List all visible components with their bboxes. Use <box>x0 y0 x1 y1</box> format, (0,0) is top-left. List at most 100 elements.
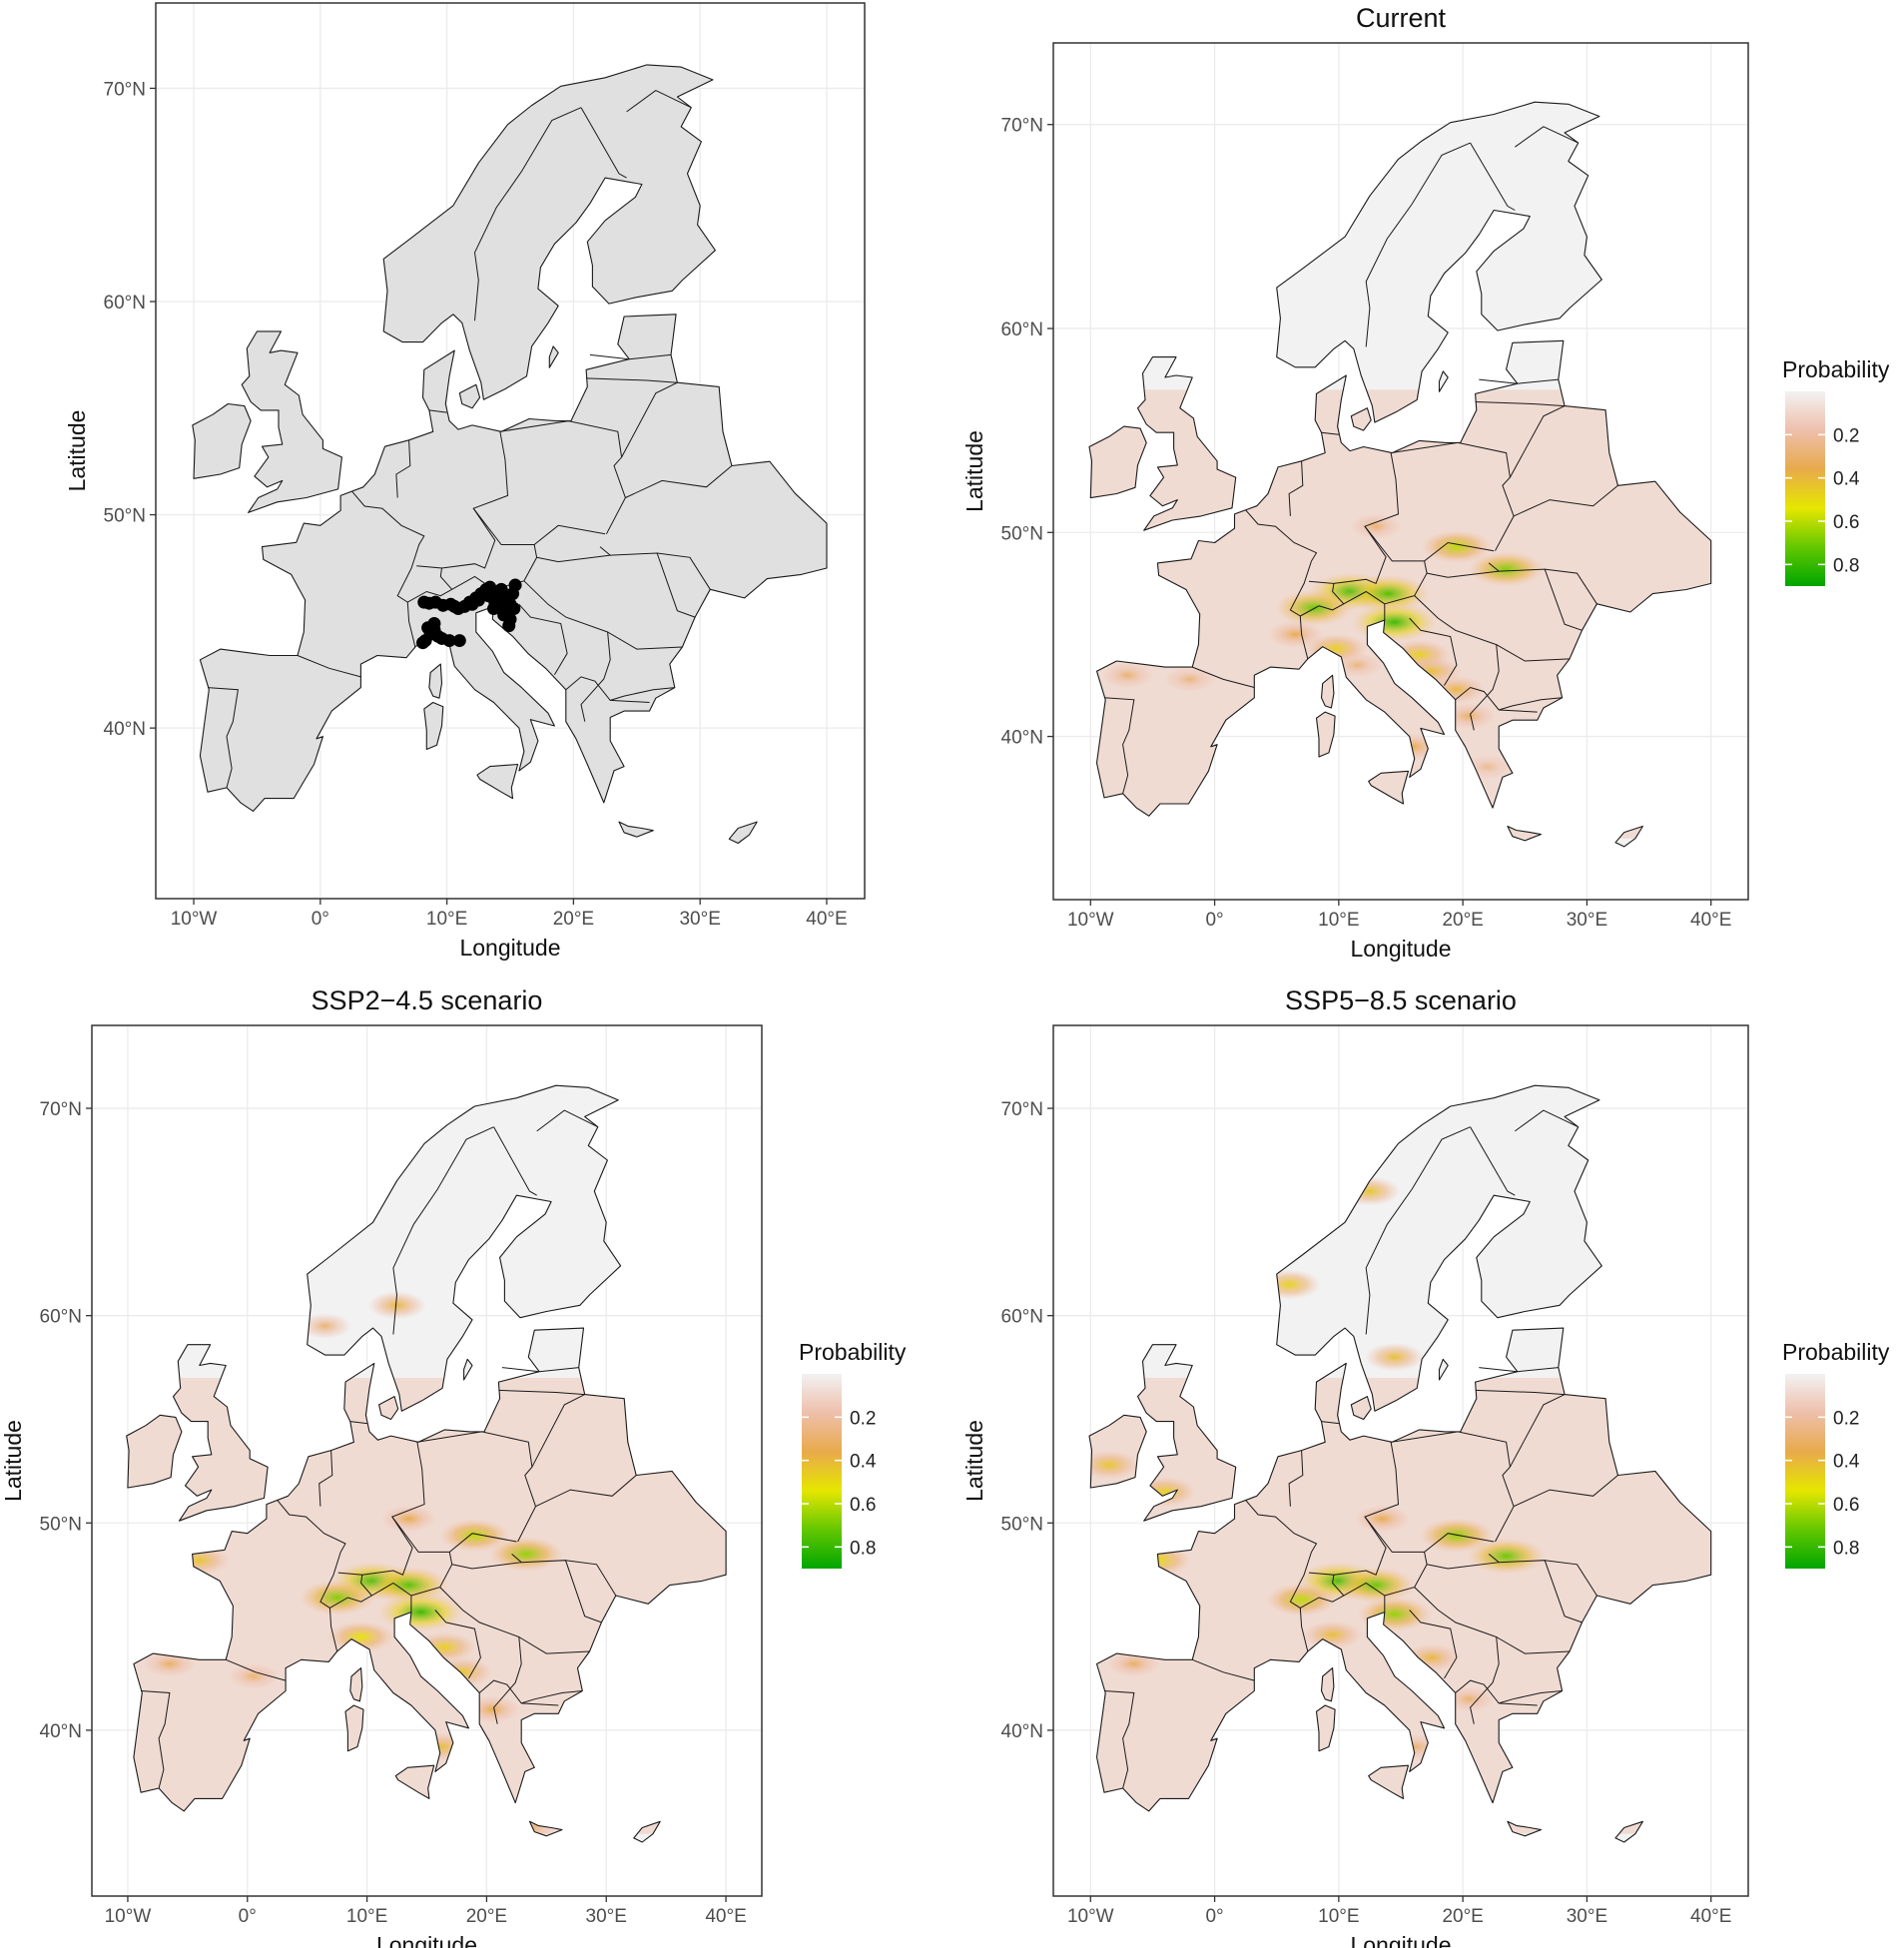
country-border <box>1496 644 1571 662</box>
x-tick-label: 30°E <box>1567 910 1607 931</box>
plot-frame <box>91 1024 763 1897</box>
country-border <box>1470 1126 1516 1196</box>
country-border <box>1288 1450 1304 1507</box>
land-zealand <box>459 384 480 408</box>
x-tick-label: 10°E <box>1318 1906 1359 1927</box>
country-border <box>451 1554 523 1570</box>
x-tick-label: 0° <box>312 909 329 930</box>
map-panel-current: 10°W 0° 10°E 20°E 30°E 40°E 40°N 50°N 60°N 70°N Lo… <box>961 3 1749 962</box>
land-cyprus <box>633 1821 661 1842</box>
land-cyprus <box>1615 826 1643 847</box>
probability-hotspot <box>487 1536 564 1573</box>
land-ireland <box>126 1415 182 1488</box>
x-tick-label: 40°E <box>1690 1906 1731 1927</box>
y-axis-title: Latitude <box>961 1420 987 1502</box>
land-iceland_free_corsica <box>428 664 442 699</box>
coastline <box>1614 1820 1643 1843</box>
probability-hotspot <box>1267 620 1324 649</box>
country-border <box>1496 1636 1571 1654</box>
probability-hotspot <box>1467 551 1546 587</box>
coastline <box>618 821 654 838</box>
probability-hotspot <box>1336 1567 1417 1604</box>
country-border <box>1321 1421 1339 1425</box>
country-border <box>1427 1554 1501 1570</box>
x-tick-label: 30°E <box>586 1906 627 1927</box>
legend-tick-label: 0.4 <box>1833 1452 1860 1473</box>
occurrence-point <box>502 619 516 633</box>
coastline <box>1088 1414 1147 1489</box>
country-border <box>1321 431 1339 435</box>
probability-hotspot <box>227 1663 280 1689</box>
country-border <box>518 603 568 676</box>
y-tick-label: 60°N <box>1001 1307 1043 1328</box>
y-axis-title: Latitude <box>64 410 90 492</box>
country-border <box>1365 1126 1471 1335</box>
country-border <box>1333 1516 1387 1576</box>
coastline <box>423 701 444 751</box>
x-tick-label: 20°E <box>466 1906 507 1927</box>
country-border <box>1384 1552 1428 1597</box>
country-border <box>1414 595 1500 731</box>
country-border <box>392 1126 494 1335</box>
country-border <box>1515 1109 1579 1132</box>
country-border <box>610 552 696 618</box>
x-tick-label: 0° <box>1205 1906 1223 1927</box>
country-border <box>589 353 672 360</box>
coastline <box>463 1358 473 1381</box>
country-border <box>1409 617 1458 686</box>
y-tick-label: 40°N <box>40 1721 82 1742</box>
country-border <box>318 1450 333 1507</box>
country-border <box>1308 580 1345 605</box>
probability-hotspot <box>1302 1621 1363 1649</box>
x-tick-label: 10°E <box>426 909 467 930</box>
country-borders <box>1103 126 1618 794</box>
land-sicily <box>1368 1765 1409 1799</box>
coastline <box>349 1667 363 1702</box>
x-tick-label: 10°W <box>1067 1906 1114 1927</box>
country-border <box>535 1475 637 1508</box>
x-tick-label: 10°E <box>346 1906 387 1927</box>
country-border <box>536 1109 599 1132</box>
country-border <box>536 546 612 563</box>
country-border <box>518 1636 590 1654</box>
legend-colorbar <box>1785 1374 1825 1569</box>
occurrence-point <box>427 616 441 630</box>
land-mainland <box>1096 1328 1711 1811</box>
country-border <box>416 565 453 590</box>
y-axis-title: Latitude <box>0 1420 26 1502</box>
land-sicily <box>477 764 518 799</box>
panel-title: SSP2−4.5 scenario <box>312 985 543 1015</box>
probability-hotspot <box>1350 513 1403 539</box>
coastline <box>458 383 481 409</box>
coastline <box>1614 825 1643 848</box>
y-tick-label: 60°N <box>104 293 146 314</box>
coastline <box>382 64 716 400</box>
country-border <box>1499 568 1583 631</box>
x-tick-label: 40°E <box>806 909 847 930</box>
x-tick-label: 20°E <box>1442 910 1483 931</box>
y-tick-label: 70°N <box>1001 1099 1043 1120</box>
y-tick-label: 40°N <box>1001 1721 1043 1742</box>
probability-hotspot <box>1466 1538 1547 1575</box>
legend-tick-label: 0.6 <box>1833 512 1859 533</box>
land-layer <box>192 64 827 844</box>
country-border <box>297 655 361 678</box>
land-britain <box>242 330 342 513</box>
country-border <box>1414 1587 1500 1724</box>
country-border <box>621 381 678 458</box>
coastline <box>1095 339 1712 817</box>
plot-frame <box>1052 42 1749 901</box>
coastline <box>548 345 559 368</box>
coastline <box>1320 674 1335 709</box>
occurrence-point <box>507 602 521 616</box>
land-sicily <box>395 1765 434 1799</box>
y-tick-label: 70°N <box>1001 116 1043 137</box>
occurrence-point <box>442 634 456 648</box>
coastline <box>1368 1764 1410 1799</box>
occurrence-point <box>508 578 522 592</box>
country-border <box>434 1610 481 1679</box>
plot-frame <box>155 2 866 900</box>
land-scandinavia <box>307 1085 621 1412</box>
country-border <box>1103 697 1135 794</box>
land-scandinavia <box>1276 102 1602 422</box>
